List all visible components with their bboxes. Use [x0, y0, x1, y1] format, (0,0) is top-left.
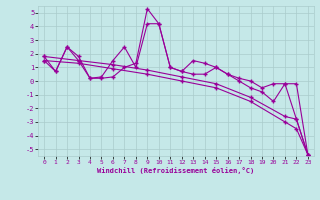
X-axis label: Windchill (Refroidissement éolien,°C): Windchill (Refroidissement éolien,°C)	[97, 167, 255, 174]
